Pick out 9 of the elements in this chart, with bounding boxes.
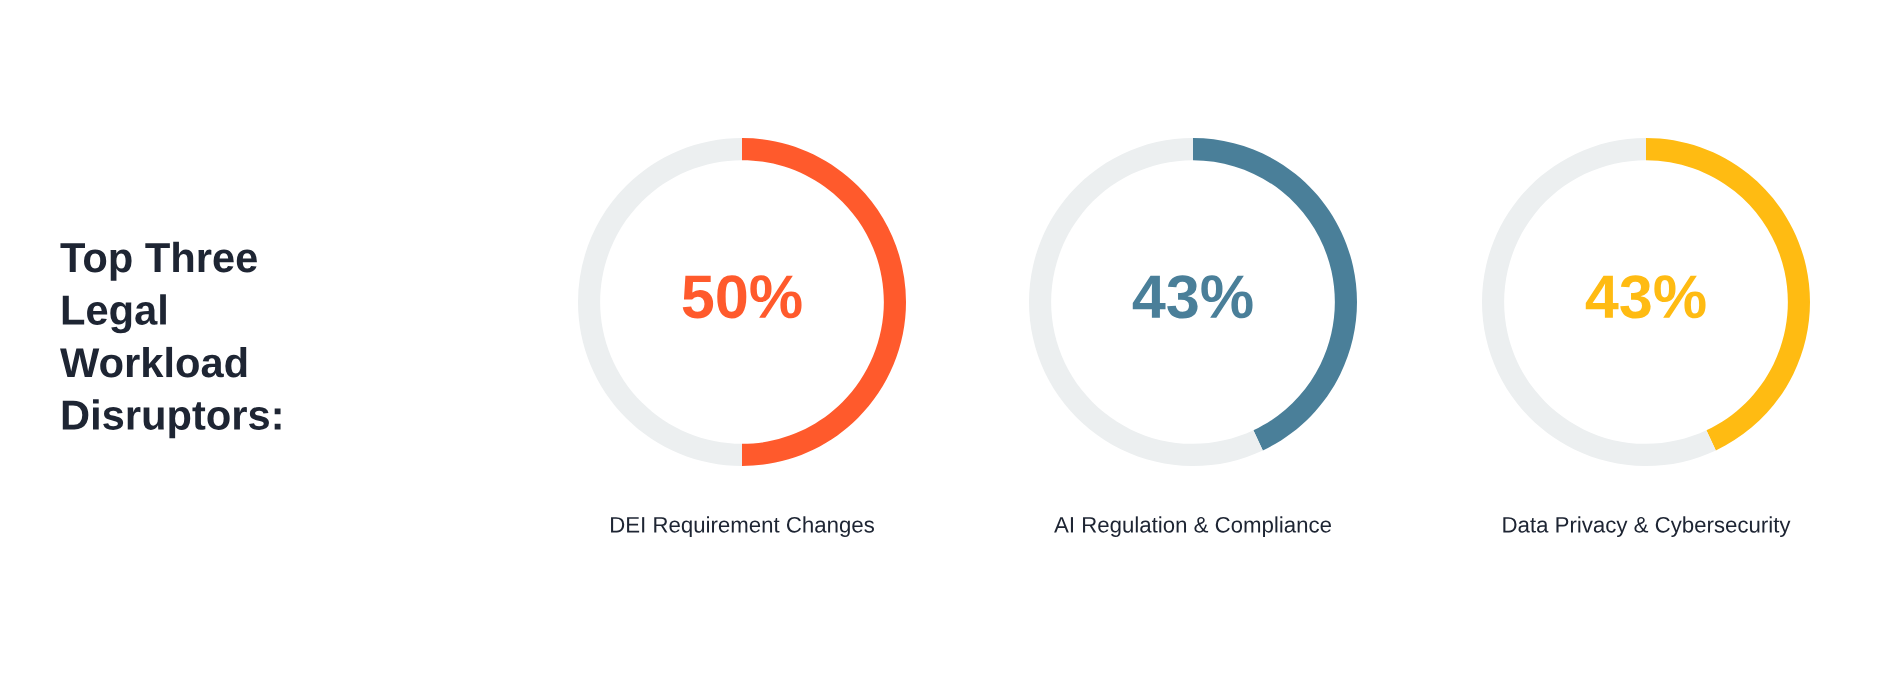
donut-slice [1029,138,1263,466]
text: AI Regulation & Compliance [1054,516,1331,538]
donut-slice [1482,138,1716,466]
data-label: 50% [682,275,802,319]
data-label: 43% [1585,275,1706,319]
data-label: 43% [1132,275,1253,319]
text: Data Privacy & Cybersecurity [1503,516,1791,538]
text: Top Three Legal Workload Disruptors: [60,241,281,439]
text: DEI Requirement Changes [611,516,874,538]
